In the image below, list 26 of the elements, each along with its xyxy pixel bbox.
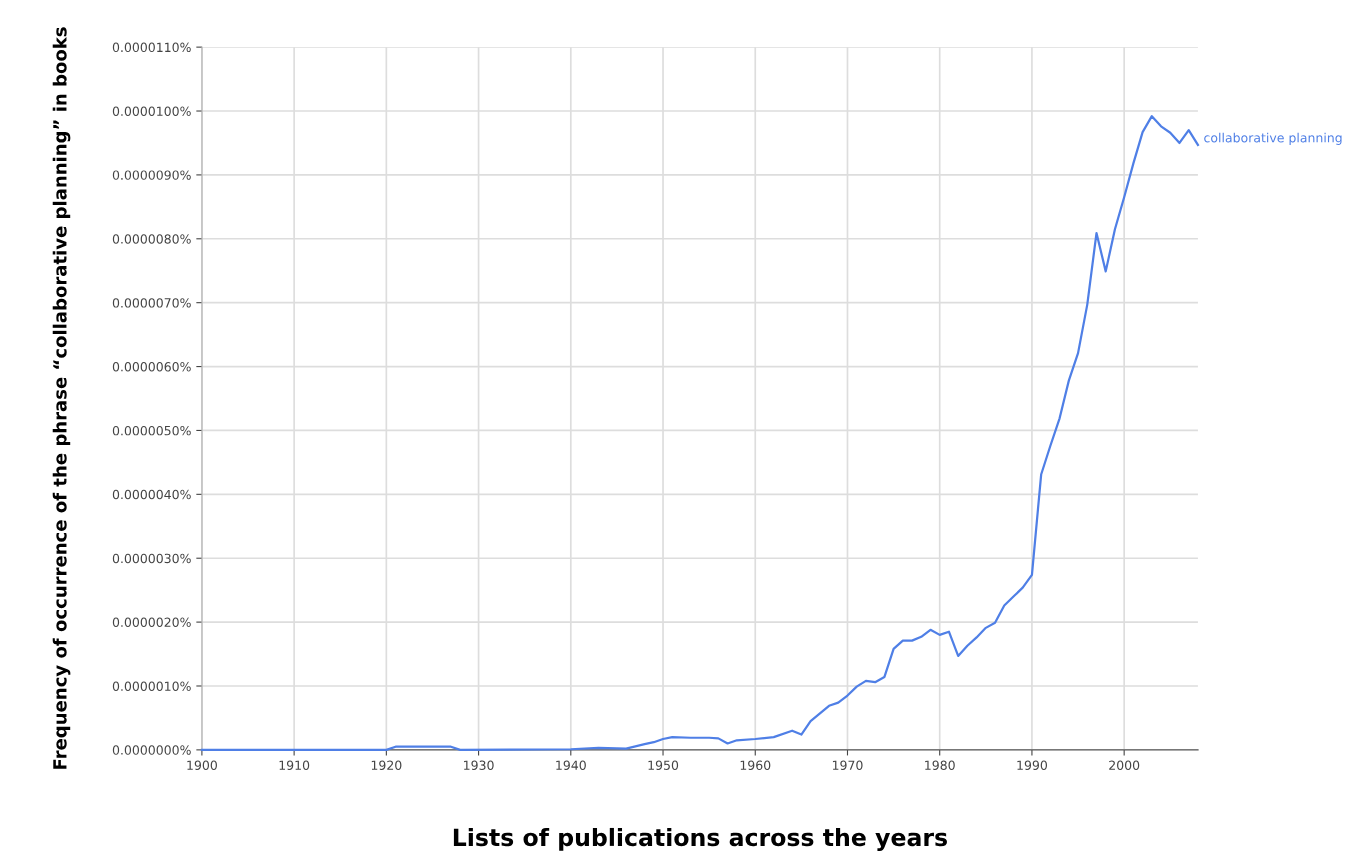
y-tick-label: 0.0000010% <box>112 681 191 691</box>
y-tick-label: 0.0000050% <box>112 425 191 436</box>
y-tick-label: 0.0000030% <box>112 553 191 564</box>
x-tick-label: 1990 <box>1017 760 1048 770</box>
x-tick-label: 1970 <box>832 760 863 770</box>
y-tick-label: 0.0000080% <box>112 234 191 244</box>
x-tick-label: 1910 <box>279 760 310 770</box>
x-tick-label: 1940 <box>556 760 586 770</box>
y-tick-label: 0.0000070% <box>112 298 191 308</box>
y-tick-label: 0.0000090% <box>112 170 191 180</box>
x-tick-label: 1920 <box>371 760 402 770</box>
y-tick-label: 0.0000040% <box>112 489 191 500</box>
x-tick-label: 1980 <box>925 760 955 770</box>
y-tick-label: 0.0000000% <box>112 745 191 755</box>
y-tick-label: 0.0000100% <box>112 106 191 116</box>
x-axis-title: Lists of publications across the years <box>453 827 947 851</box>
x-tick-label: 2000 <box>1109 760 1140 770</box>
y-tick-label: 0.0000020% <box>112 617 191 628</box>
x-tick-label: 1900 <box>187 760 217 770</box>
x-tick-label: 1950 <box>648 760 679 770</box>
series-label: collaborative planning <box>1204 132 1342 145</box>
y-tick-label: 0.0000110% <box>112 42 191 53</box>
x-tick-label: 1960 <box>740 760 771 770</box>
x-tick-label: 1930 <box>464 760 494 770</box>
y-axis-title: Frequency of occurrence of the phrase “collaborative planning” in books <box>52 27 71 769</box>
y-tick-label: 0.0000060% <box>112 362 191 372</box>
